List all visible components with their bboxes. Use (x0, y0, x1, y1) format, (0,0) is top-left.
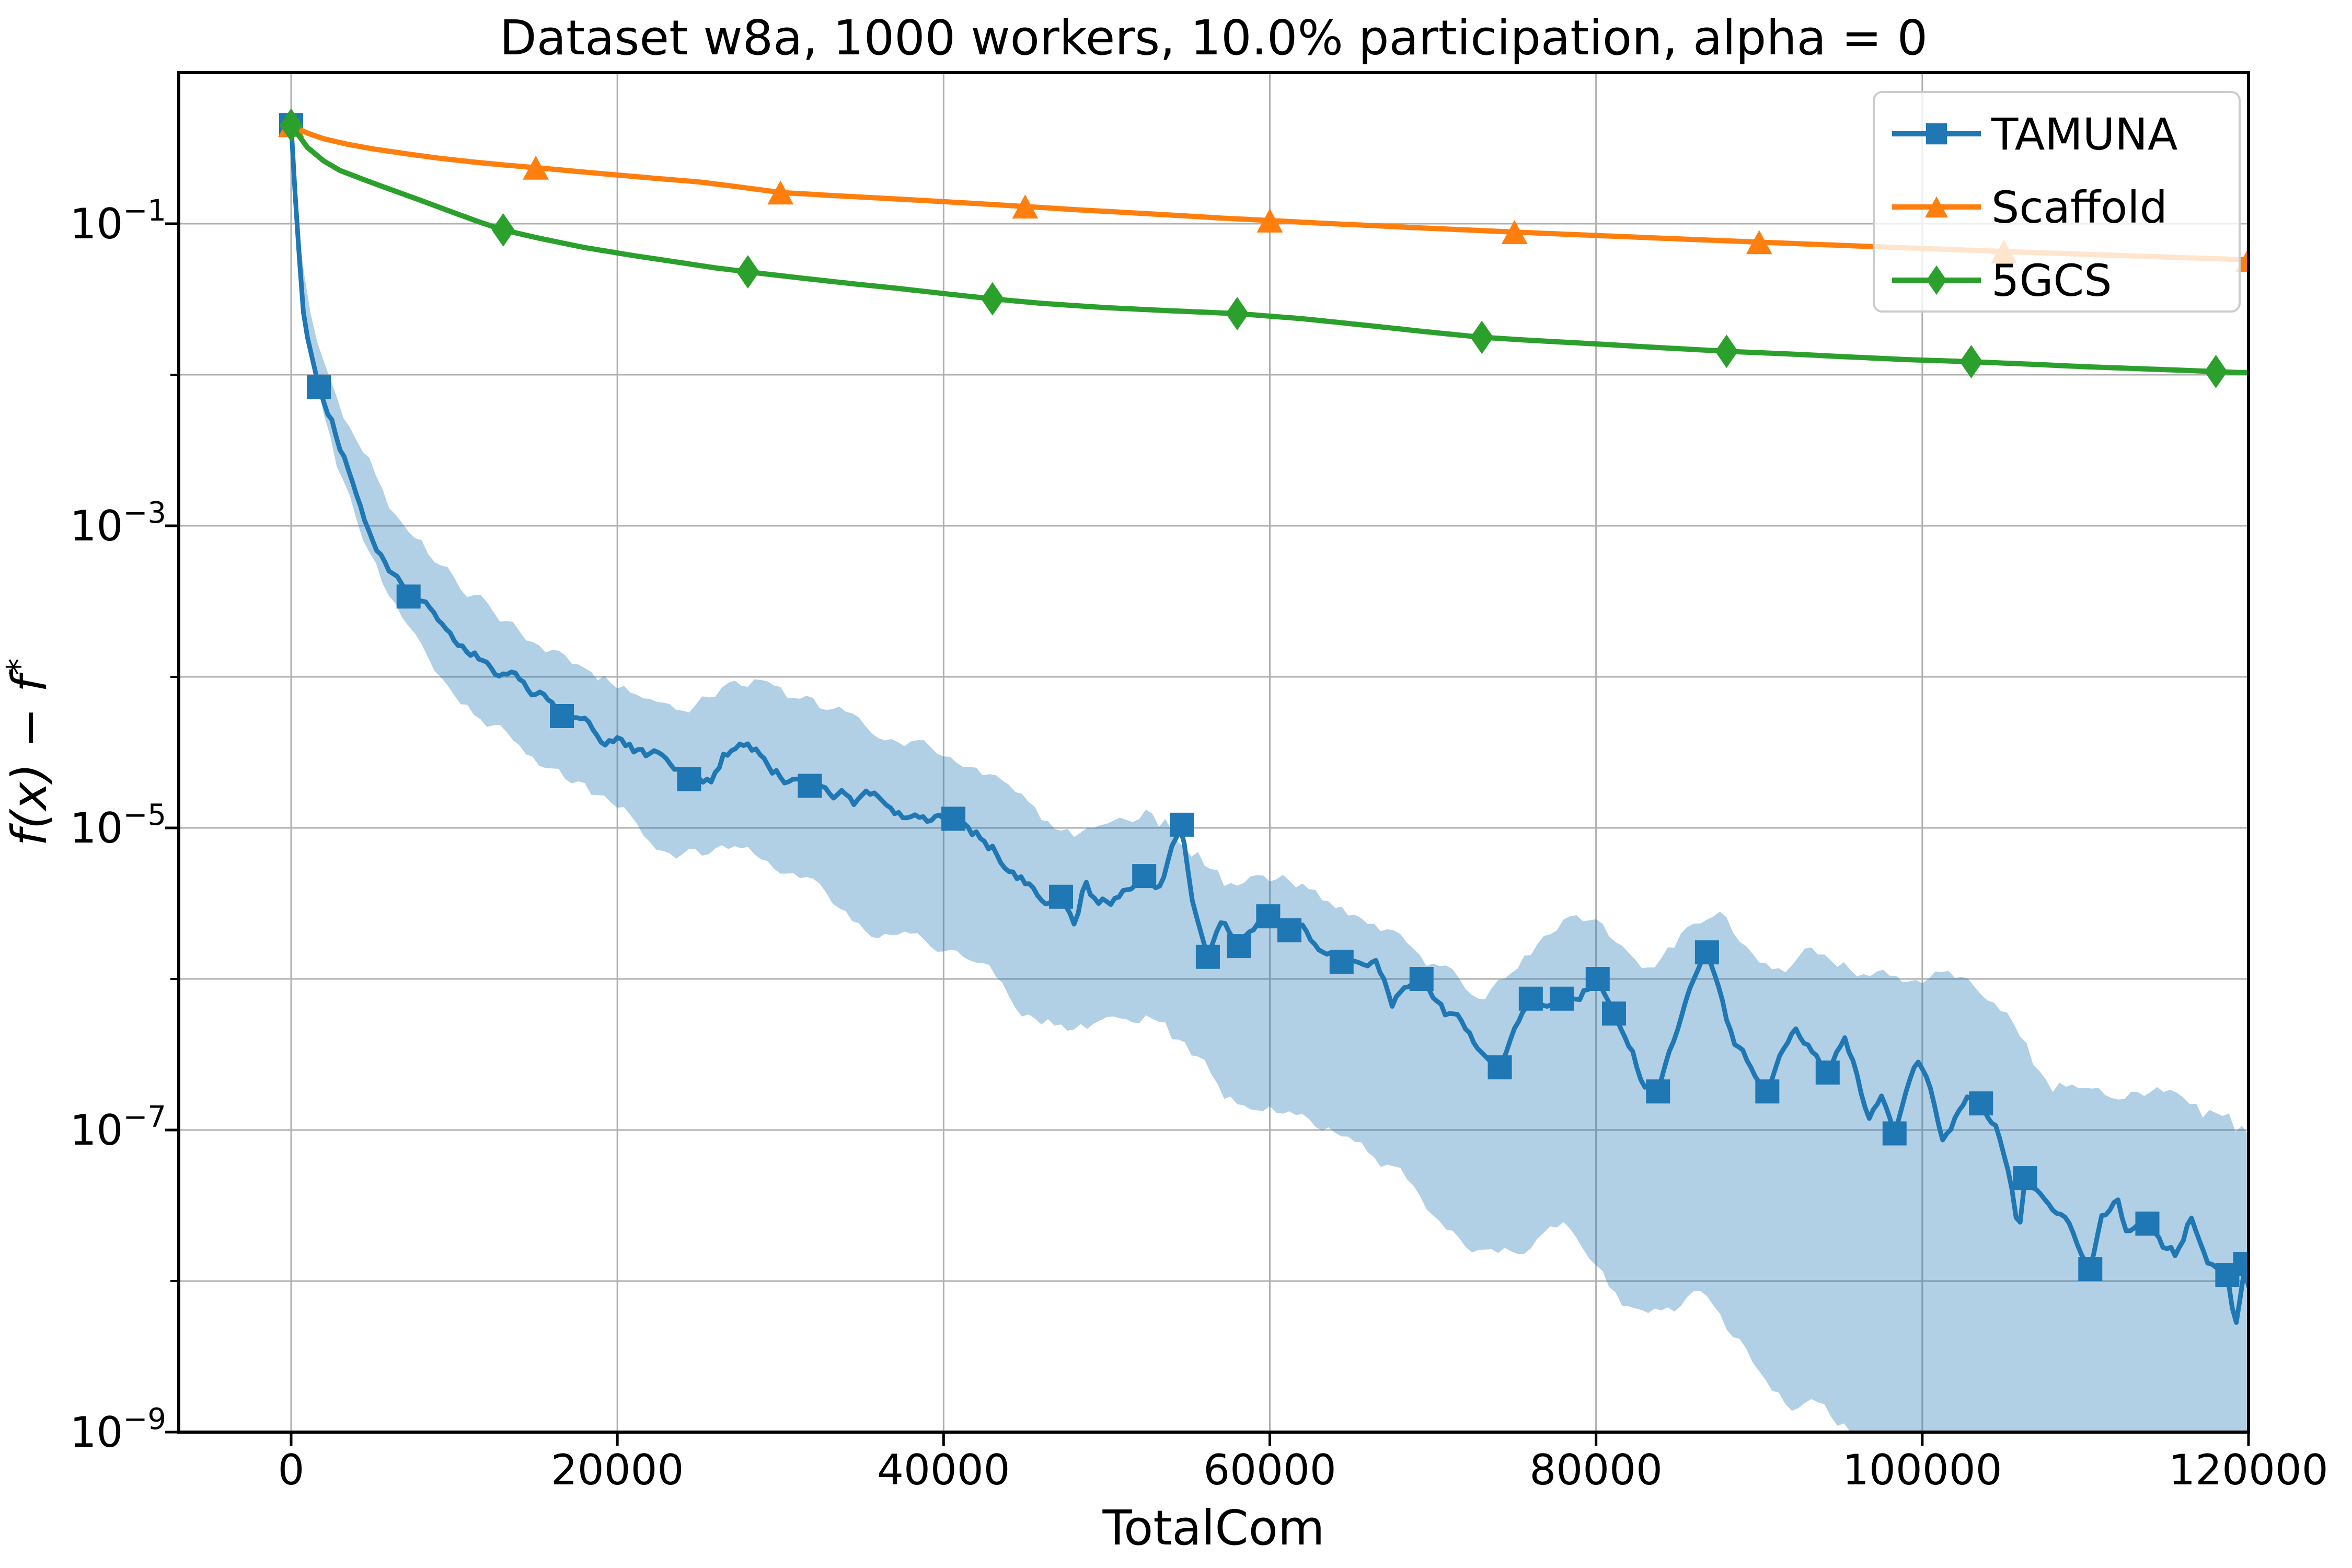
tamuna-marker (1694, 940, 1719, 965)
tamuna-marker (550, 704, 574, 729)
tamuna-marker (798, 774, 822, 798)
tamuna-marker (1409, 967, 1434, 991)
tamuna-marker (1755, 1079, 1780, 1104)
tamuna-marker (2013, 1166, 2037, 1191)
x-tick-label: 40000 (877, 1446, 1010, 1494)
tamuna-marker (2233, 1252, 2249, 1276)
scaffold-marker (1746, 230, 1772, 255)
x-tick-label: 120000 (2169, 1446, 2328, 1494)
tamuna-marker (677, 767, 701, 791)
y-tick-label: 10−9 (70, 1402, 166, 1457)
tamuna-marker (1329, 950, 1354, 974)
chart-title: Dataset w8a, 1000 workers, 10.0% partici… (500, 10, 1928, 66)
fgcs-marker (2204, 354, 2228, 388)
tamuna-marker (1256, 904, 1281, 929)
fgcs-marker (981, 282, 1004, 316)
tamuna-marker (1195, 944, 1220, 969)
y-tick-label: 10−7 (70, 1100, 166, 1155)
x-tick-label: 60000 (1203, 1446, 1336, 1494)
tamuna-marker (1277, 918, 1301, 942)
tamuna-marker (941, 806, 966, 831)
fgcs-marker (1959, 345, 1983, 379)
fgcs-marker (280, 108, 303, 142)
scaffold-marker (1256, 208, 1283, 233)
plot-frame (177, 71, 2250, 1434)
tamuna-marker (307, 375, 331, 399)
tamuna-marker (1601, 1001, 1626, 1026)
tamuna-marker (1132, 864, 1157, 889)
fgcs-marker (1715, 335, 1738, 368)
legend-square-icon (1926, 123, 1947, 145)
fgcs-marker (1226, 297, 1249, 331)
tamuna-marker (1585, 967, 1610, 991)
legend-label-scaffold: Scaffold (1991, 182, 2167, 233)
fgcs-line (289, 122, 2249, 376)
legend: TAMUNA Scaffold 5GCS (1873, 91, 2241, 313)
y-tick-label: 10−1 (70, 194, 166, 248)
fgcs-marker (736, 255, 759, 289)
tamuna-confidence-band (291, 144, 2249, 1432)
tamuna-marker (2078, 1257, 2103, 1282)
tamuna-marker (1646, 1079, 1670, 1104)
tamuna-marker (1882, 1121, 1907, 1146)
legend-marker-glyphs (1892, 123, 1981, 295)
scaffold-marker (1012, 194, 1039, 219)
x-tick-label: 20000 (551, 1446, 684, 1494)
y-tick-label: 10−5 (70, 798, 166, 852)
tamuna-marker (1815, 1060, 1840, 1085)
scaffold-marker (767, 180, 794, 205)
y-tick-label: 10−3 (70, 496, 166, 550)
tamuna-marker (1049, 884, 1074, 909)
fgcs-marker (1470, 320, 1494, 354)
scaffold-marker (1501, 220, 1528, 245)
legend-label-tamuna: TAMUNA (1991, 109, 2178, 160)
tamuna-marker (1969, 1091, 1993, 1116)
tamuna-marker (1227, 934, 1251, 959)
legend-diamond-icon (1926, 265, 1947, 295)
tamuna-marker (1169, 812, 1194, 837)
legend-label-5gcs: 5GCS (1991, 255, 2112, 306)
legend-box (1873, 91, 2241, 313)
tamuna-marker (396, 584, 421, 609)
x-tick-label: 80000 (1529, 1446, 1663, 1494)
x-axis-label: TotalCom (1102, 1500, 1324, 1556)
scaffold-marker (2235, 248, 2249, 272)
legend-triangle-icon (1925, 196, 1948, 218)
scaffold-marker (523, 155, 549, 180)
tamuna-marker (1488, 1055, 1512, 1080)
axis-ticks-and-labels: 0 20000 40000 60000 80000 100000 120000 10−1 10−… (70, 194, 2328, 1494)
tamuna-marker (1550, 986, 1574, 1011)
y-axis-label: f(x) − f* (0, 658, 57, 846)
tamuna-marker (1518, 986, 1543, 1011)
data-series-layer (278, 108, 2249, 1432)
tamuna-marker (2135, 1212, 2160, 1236)
x-tick-label: 0 (278, 1446, 305, 1494)
fgcs-markers (280, 108, 2228, 388)
x-tick-label: 100000 (1842, 1446, 2002, 1494)
fgcs-marker (491, 213, 515, 247)
